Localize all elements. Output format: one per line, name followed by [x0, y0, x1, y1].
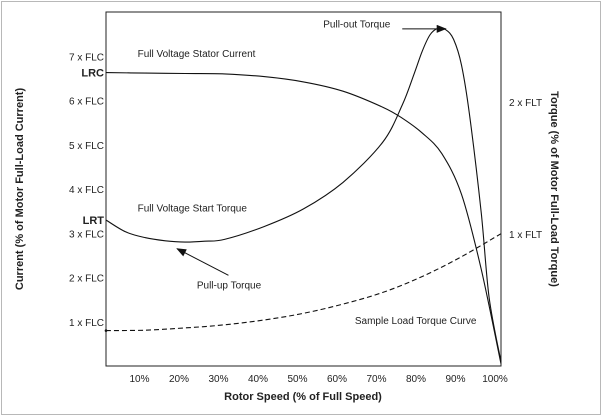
series-layer	[104, 27, 502, 364]
y-left-tick-label: 5 x FLC	[69, 141, 104, 152]
y-axis-right-title: Torque (% of Motor Full-Load Torque)	[548, 91, 560, 287]
annotation-layer: Full Voltage Stator Current Full Voltage …	[138, 19, 477, 326]
y-right-tick-label: 1 x FLT	[509, 230, 542, 241]
plot-area	[105, 11, 502, 367]
annotation-full-voltage-start-torque: Full Voltage Start Torque	[138, 204, 248, 215]
series-line-full-voltage-start-torque	[105, 27, 502, 362]
load-curve-start-point	[104, 329, 108, 332]
y-right-tick-label: 2 x FLT	[509, 98, 542, 109]
x-tick-label: 10%	[129, 374, 149, 385]
y-left-tick-label: 7 x FLC	[69, 52, 104, 63]
x-tick-label: 30%	[208, 374, 228, 385]
y-left-tick-label: 4 x FLC	[69, 185, 104, 196]
annotation-full-voltage-stator-current: Full Voltage Stator Current	[138, 49, 256, 60]
series-line-full-voltage-stator-current	[105, 72, 502, 364]
x-axis-title: Rotor Speed (% of Full Speed)	[224, 391, 382, 403]
x-tick-layer: 10% 20% 30% 40% 50% 60% 70% 80% 90% 100%	[129, 374, 507, 385]
y-axis-left-title: Current (% of Motor Full-Load Current)	[14, 88, 26, 291]
marker-label-lrt: LRT	[83, 215, 105, 227]
x-tick-label: 20%	[169, 374, 189, 385]
annotation-pull-up-torque: Pull-up Torque	[197, 281, 262, 292]
annotation-pull-out-torque: Pull-out Torque	[323, 19, 391, 30]
annotation-sample-load-torque-curve: Sample Load Torque Curve	[355, 316, 477, 327]
marker-label-layer: LRC LRT	[81, 68, 104, 227]
x-tick-label: 60%	[327, 374, 347, 385]
y-left-tick-label: 2 x FLC	[69, 274, 104, 285]
y-right-tick-layer: 1 x FLT 2 x FLT	[509, 98, 542, 241]
y-left-tick-label: 3 x FLC	[69, 229, 104, 240]
x-tick-label: 40%	[248, 374, 268, 385]
x-tick-label: 90%	[445, 374, 465, 385]
x-tick-label: 80%	[406, 374, 426, 385]
y-left-tick-label: 6 x FLC	[69, 97, 104, 108]
x-tick-label: 70%	[366, 374, 386, 385]
y-left-tick-label: 1 x FLC	[69, 318, 104, 329]
x-tick-label: 50%	[287, 374, 307, 385]
y-left-tick-layer: 1 x FLC 2 x FLC 3 x FLC 4 x FLC 5 x FLC 6 x F…	[69, 52, 104, 329]
arrow-pull-up-torque	[176, 248, 229, 276]
marker-label-lrc: LRC	[81, 68, 104, 80]
x-tick-label: 100%	[482, 374, 508, 385]
arrow-layer	[176, 24, 447, 276]
series-line-sample-load-torque-curve	[105, 233, 502, 332]
